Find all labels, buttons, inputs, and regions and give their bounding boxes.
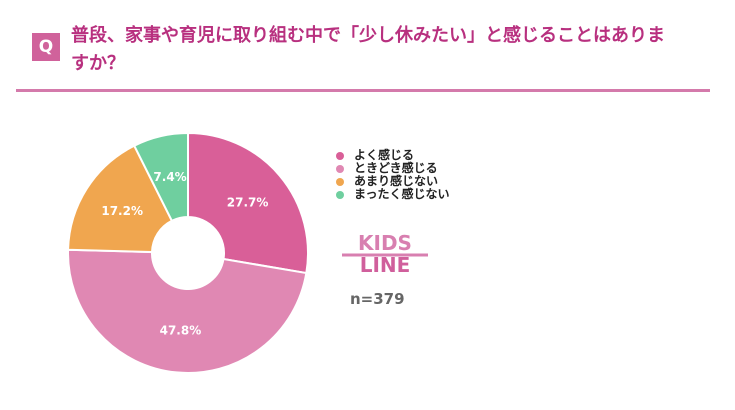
slice-2 bbox=[67, 144, 174, 254]
legend-label: よく感じる bbox=[354, 148, 415, 162]
legend-swatch bbox=[336, 151, 344, 160]
svg-text:LINE: LINE bbox=[360, 253, 411, 277]
question-title: 普段、家事や育児に取り組む中で「少し休みたい」と感じることはありますか？ bbox=[71, 25, 665, 74]
divider bbox=[16, 89, 710, 92]
legend-item: あまり感じない bbox=[336, 175, 450, 188]
svg-text:KIDS: KIDS bbox=[358, 231, 412, 255]
legend-swatch bbox=[336, 190, 344, 199]
legend-item: まったく感じない bbox=[336, 188, 450, 201]
slice-3 bbox=[132, 131, 189, 223]
slice-0 bbox=[187, 131, 309, 275]
data-label: 7.4% bbox=[153, 170, 186, 184]
legend-item: よく感じる bbox=[336, 149, 450, 162]
legend-label: あまり感じない bbox=[354, 174, 439, 188]
kidsline-logo: KIDS LINE bbox=[342, 231, 428, 277]
legend: よく感じる ときどき感じる あまり感じない まったく感じない bbox=[336, 149, 450, 201]
data-label: 27.7% bbox=[227, 196, 269, 210]
legend-swatch bbox=[336, 177, 344, 186]
legend-swatch bbox=[336, 164, 344, 173]
sample-size: n=379 bbox=[350, 290, 405, 308]
slice-1 bbox=[67, 248, 308, 374]
legend-label: まったく感じない bbox=[354, 187, 450, 201]
q-badge: Q bbox=[32, 33, 60, 61]
legend-label: ときどき感じる bbox=[354, 161, 438, 175]
data-label: 17.2% bbox=[101, 204, 143, 218]
data-label: 47.8% bbox=[160, 324, 202, 338]
legend-item: ときどき感じる bbox=[336, 162, 450, 175]
